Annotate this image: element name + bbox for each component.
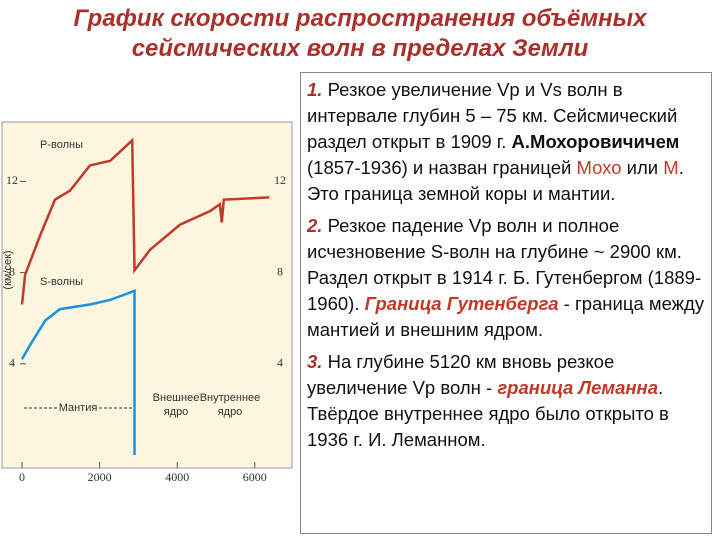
note-text: Мохо [576, 157, 622, 178]
note-text: - граница между мантией и внешним ядром. [307, 293, 705, 340]
y-tick-label-right: 12 [274, 173, 286, 187]
annotation: Внутреннее [200, 392, 261, 404]
x-tick-label: 6000 [243, 470, 267, 484]
note-text: (1857-1936) и назван границей [307, 157, 577, 178]
note-text: . Это граница земной коры и мантии. [307, 157, 684, 204]
note-number: 1. [307, 79, 323, 100]
mantle-label-bg [58, 400, 98, 416]
y-tick-label: 12 [6, 173, 18, 187]
x-tick-label: 0 [19, 470, 25, 484]
note-text: Граница Гутенберга [364, 293, 559, 314]
note-text: Резкое падение Vp волн и полное исчезнов… [307, 215, 702, 314]
note-text: А.Мохоровичичем [511, 131, 680, 152]
note-text: или [621, 157, 664, 178]
note-text: М [663, 157, 679, 178]
notes-box: 1. Резкое увеличение Vp и Vs волн в инте… [300, 72, 712, 534]
y-tick-label-right: 8 [277, 264, 283, 278]
y-axis-label: (км/сек) [2, 250, 14, 289]
chart: (км/сек) 4 4 8 8 12 12 0 2000 4000 6000 P-волны S-в… [1, 121, 293, 484]
note-text: . Твёрдое внутреннее ядро было открыто в… [307, 377, 669, 450]
y-tick-label: 8 [9, 264, 15, 278]
annotation: Внешнее [153, 392, 200, 404]
note: 2. Резкое падение Vp волн и полное исчез… [307, 213, 705, 343]
note-text: Резкое увеличение Vp и Vs волн в интерва… [307, 79, 678, 152]
annotation: Мантия [59, 402, 98, 414]
series-line [20, 137, 270, 305]
x-tick-label: 4000 [165, 470, 189, 484]
note: 3. На глубине 5120 км вновь резкое увели… [307, 349, 705, 453]
y-tick-label-right: 4 [277, 356, 283, 370]
x-tick-label: 2000 [88, 470, 112, 484]
note-text: граница Леманна [497, 377, 658, 398]
annotation: ядро [218, 406, 243, 418]
note-text: На глубине 5120 км вновь резкое увеличен… [307, 351, 615, 398]
note-number: 2. [307, 215, 323, 236]
annotation: ядро [164, 406, 189, 418]
note-number: 3. [307, 351, 323, 372]
y-tick-label: 4 [9, 356, 15, 370]
series-label: S-волны [40, 276, 83, 288]
series-label: P-волны [40, 139, 83, 151]
slide-title: График скорости распространения объёмных… [73, 5, 647, 62]
series-line [20, 289, 136, 455]
note: 1. Резкое увеличение Vp и Vs волн в инте… [307, 77, 705, 207]
plot-area [1, 121, 293, 469]
